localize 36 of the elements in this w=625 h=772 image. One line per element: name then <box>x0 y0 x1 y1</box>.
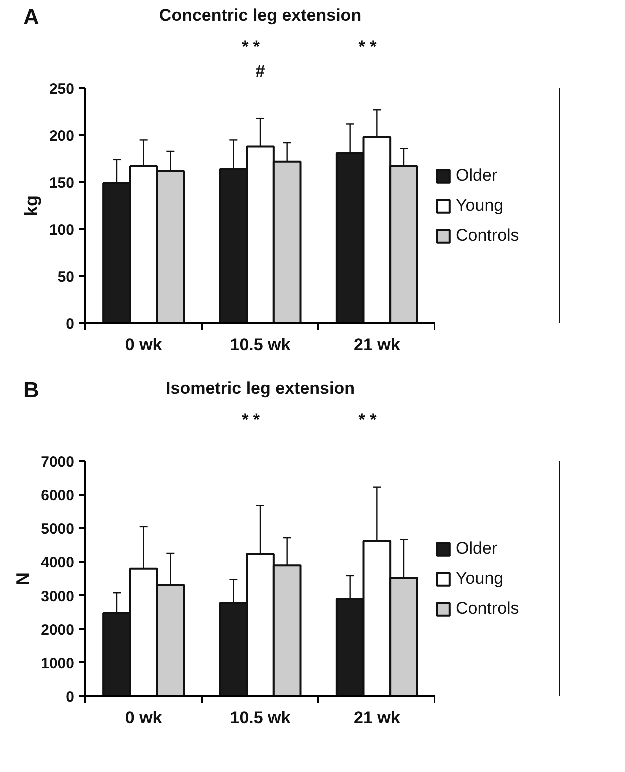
y-tick-label: 3000 <box>41 588 75 606</box>
text: * * <box>242 410 260 430</box>
text: B <box>24 378 40 402</box>
x-tick-label: 21 wk <box>354 336 401 354</box>
y-tick-label: 7000 <box>41 454 75 471</box>
y-axis-title: kg <box>21 195 42 217</box>
y-tick-label: 0 <box>66 316 74 333</box>
y-tick-label: 4000 <box>41 554 75 572</box>
x-tick-label: 10.5 wk <box>230 708 292 728</box>
x-tick-label: 10.5 wk <box>230 336 292 354</box>
x-tick-label: 21 wk <box>354 708 401 728</box>
legend-label: Young <box>456 196 504 216</box>
y-tick-label: 5000 <box>41 521 75 538</box>
y-tick-label: 6000 <box>41 488 75 505</box>
y-tick-label: 2000 <box>41 622 75 639</box>
y-tick-label: 50 <box>58 269 75 286</box>
y-tick-label: 0 <box>66 689 74 706</box>
x-tick-label: 0 wk <box>125 708 163 728</box>
text: * * <box>358 37 378 56</box>
y-tick-label: 200 <box>49 128 75 145</box>
legend-label: Young <box>456 568 504 588</box>
legend-label: Controls <box>456 598 520 618</box>
y-tick-label: 150 <box>49 175 75 192</box>
legend-label: Older <box>456 166 498 186</box>
y-axis-title: N <box>13 572 34 586</box>
x-tick-label: 0 wk <box>125 336 163 354</box>
text: A <box>24 4 40 30</box>
y-tick-label: 250 <box>49 81 75 98</box>
legend-label: Controls <box>456 226 520 246</box>
text: * * # <box>242 37 266 81</box>
y-tick-label: 100 <box>49 222 75 239</box>
chart-title: Concentric leg extension <box>159 6 362 26</box>
y-tick-label: 1000 <box>41 655 75 672</box>
text: * * <box>358 410 378 430</box>
legend-label: Older <box>456 538 498 558</box>
chart-title: Isometric leg extension <box>166 379 355 398</box>
